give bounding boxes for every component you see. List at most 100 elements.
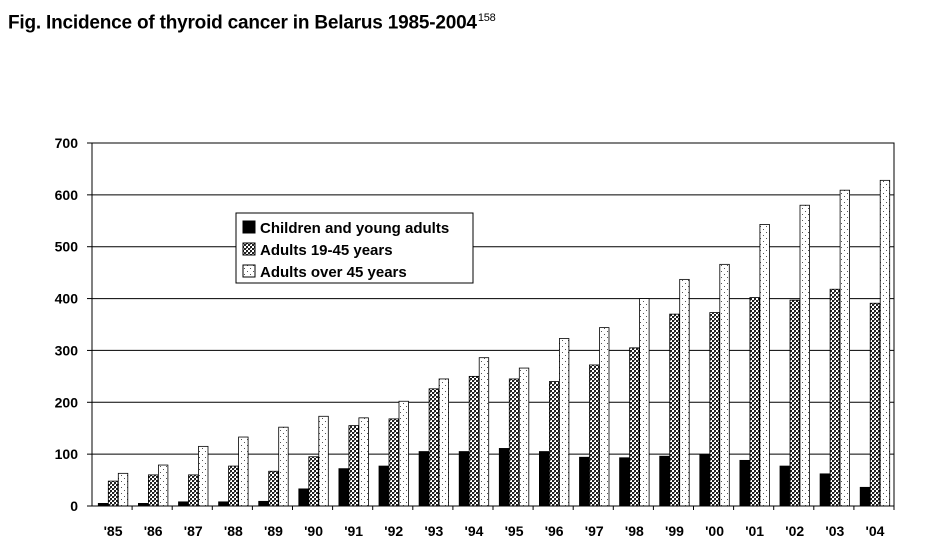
bar-adults-over-45 — [879, 179, 891, 507]
bar-adults-19-45 — [348, 425, 359, 507]
bar-adults-19-45 — [268, 470, 279, 507]
x-tick-label: '00 — [705, 523, 724, 539]
bar-adults-over-45 — [157, 464, 169, 507]
bar-adults-19-45 — [589, 364, 600, 507]
bar-adults-over-45 — [799, 204, 810, 507]
bar-adults-19-45 — [669, 313, 680, 507]
x-tick-label: '94 — [464, 523, 483, 539]
bar-children — [418, 451, 430, 507]
y-tick-label: 100 — [55, 446, 79, 462]
x-tick-label: '95 — [505, 523, 524, 539]
bar-children — [819, 473, 830, 507]
x-tick-label: '99 — [665, 523, 684, 539]
bar-adults-19-45 — [228, 465, 239, 507]
x-tick-label: '93 — [424, 523, 443, 539]
bar-adults-19-45 — [869, 302, 881, 507]
bar-children — [258, 500, 269, 507]
x-tick-label: '96 — [545, 523, 564, 539]
y-tick-label: 600 — [55, 187, 79, 203]
x-tick-label: '86 — [144, 523, 163, 539]
x-tick-label: '89 — [264, 523, 283, 539]
legend-label-adults-over-45: Adults over 45 years — [260, 264, 407, 281]
y-tick-label: 700 — [55, 135, 79, 151]
bar-adults-over-45 — [438, 378, 450, 507]
bar-adults-over-45 — [238, 436, 249, 507]
bar-children — [659, 455, 670, 507]
bar-adults-19-45 — [188, 474, 199, 507]
title-text: Fig. Incidence of thyroid cancer in Bela… — [8, 12, 477, 34]
bar-children — [218, 501, 229, 507]
bar-adults-over-45 — [117, 472, 129, 507]
bar-adults-19-45 — [549, 381, 560, 507]
title-reference: 158 — [477, 12, 496, 24]
bar-children — [458, 451, 470, 507]
bar-children — [699, 454, 710, 507]
legend-swatch-adults-19-45 — [242, 242, 256, 256]
bar-adults-over-45 — [318, 415, 329, 507]
bar-adults-19-45 — [629, 347, 640, 507]
bar-adults-19-45 — [789, 299, 800, 507]
bar-adults-over-45 — [639, 298, 650, 507]
bar-children — [539, 451, 550, 507]
legend-label-children: Children and young adults — [260, 220, 449, 237]
x-tick-label: '92 — [384, 523, 403, 539]
bar-adults-over-45 — [478, 357, 490, 507]
x-tick-label: '01 — [745, 523, 764, 539]
y-axis-ticks: 0 100 200 300 400 500 600 700 — [55, 135, 79, 514]
bar-children — [378, 465, 389, 507]
x-tick-label: '04 — [865, 523, 884, 539]
legend-box — [235, 212, 474, 284]
legend-label-adults-19-45: Adults 19-45 years — [260, 242, 393, 259]
bar-children — [498, 448, 510, 507]
x-tick-label: '91 — [344, 523, 363, 539]
x-tick-label: '88 — [224, 523, 243, 539]
bar-children — [338, 468, 349, 507]
bar-adults-19-45 — [508, 378, 520, 507]
y-tick-label: 500 — [55, 239, 79, 255]
bar-adults-over-45 — [719, 263, 730, 507]
bar-adults-19-45 — [107, 480, 119, 507]
bar-children — [779, 465, 790, 507]
bar-adults-19-45 — [749, 297, 760, 507]
bar-adults-19-45 — [829, 288, 840, 507]
x-axis-ticks: '85 '86 '87 '88 '89 '90 '91 '92 '93 '94 '95 '96 '97 '… — [104, 523, 885, 539]
page-title: Fig. Incidence of thyroid cancer in Bela… — [8, 12, 496, 34]
bar-adults-19-45 — [308, 456, 319, 507]
bar-adults-over-45 — [518, 367, 530, 507]
x-tick-label: '87 — [184, 523, 203, 539]
bar-children — [579, 456, 590, 507]
bar-adults-over-45 — [679, 278, 690, 507]
bar-adults-19-45 — [428, 388, 440, 507]
bar-adults-over-45 — [599, 327, 610, 507]
x-tick-label: '85 — [104, 523, 123, 539]
x-tick-label: '98 — [625, 523, 644, 539]
bar-adults-over-45 — [559, 338, 570, 507]
bars — [97, 179, 891, 507]
bar-children — [859, 486, 871, 507]
legend: Children and young adults Adults 19-45 y… — [235, 212, 474, 284]
bar-adults-19-45 — [388, 418, 399, 507]
bar-adults-over-45 — [839, 189, 850, 507]
x-tick-label: '97 — [585, 523, 604, 539]
bar-adults-19-45 — [147, 474, 159, 507]
x-tick-label: '03 — [825, 523, 844, 539]
bar-children — [178, 501, 189, 507]
x-tick-label: '02 — [785, 523, 804, 539]
y-tick-label: 400 — [55, 291, 79, 307]
y-tick-label: 0 — [70, 498, 78, 514]
y-tick-label: 300 — [55, 342, 79, 358]
bar-adults-over-45 — [278, 426, 289, 507]
bar-adults-19-45 — [468, 375, 480, 507]
legend-swatch-adults-over-45 — [242, 264, 256, 278]
bar-adults-over-45 — [198, 445, 209, 507]
bar-children — [619, 457, 630, 507]
bar-children — [739, 459, 750, 507]
bar-adults-19-45 — [709, 312, 720, 507]
bar-adults-over-45 — [398, 400, 409, 507]
gridlines — [92, 142, 894, 455]
bar-adults-over-45 — [759, 224, 770, 507]
x-tick-label: '90 — [304, 523, 323, 539]
plot-frame — [91, 142, 895, 507]
legend-swatch-children — [242, 220, 256, 234]
